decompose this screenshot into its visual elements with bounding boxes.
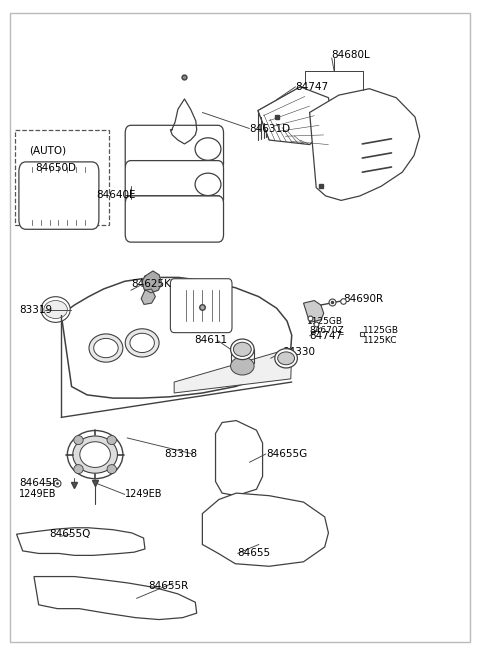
Text: 1249EB: 1249EB: [125, 489, 162, 499]
Text: 84631D: 84631D: [250, 124, 290, 134]
Text: 84670Z: 84670Z: [310, 326, 344, 335]
Text: 83319: 83319: [19, 305, 52, 314]
Text: 84611: 84611: [194, 335, 227, 345]
Text: 84625K: 84625K: [131, 280, 171, 290]
Text: 84655R: 84655R: [148, 580, 189, 591]
Polygon shape: [61, 278, 292, 398]
Text: 1125GB: 1125GB: [363, 326, 399, 335]
Ellipse shape: [41, 297, 70, 322]
Ellipse shape: [67, 430, 123, 479]
Polygon shape: [216, 421, 263, 496]
Polygon shape: [203, 493, 328, 567]
Polygon shape: [310, 88, 420, 200]
Polygon shape: [174, 348, 292, 393]
Ellipse shape: [275, 348, 298, 368]
Polygon shape: [258, 86, 333, 145]
Ellipse shape: [74, 464, 83, 474]
Ellipse shape: [74, 436, 83, 445]
Text: 84655Q: 84655Q: [49, 529, 91, 539]
Polygon shape: [34, 576, 197, 620]
Ellipse shape: [89, 334, 123, 362]
FancyBboxPatch shape: [170, 279, 232, 333]
Text: 1125KC: 1125KC: [363, 336, 398, 345]
Ellipse shape: [44, 301, 67, 318]
FancyBboxPatch shape: [125, 160, 224, 207]
FancyBboxPatch shape: [15, 130, 109, 225]
Text: 84640E: 84640E: [96, 190, 136, 200]
Ellipse shape: [73, 436, 118, 473]
Text: 1249EB: 1249EB: [19, 489, 57, 499]
Ellipse shape: [125, 329, 159, 357]
Ellipse shape: [233, 343, 252, 356]
Text: 84650D: 84650D: [36, 163, 76, 174]
Text: 84690R: 84690R: [344, 293, 384, 304]
Text: 83318: 83318: [165, 449, 198, 459]
FancyBboxPatch shape: [125, 196, 224, 242]
Polygon shape: [142, 271, 162, 293]
Ellipse shape: [230, 339, 254, 360]
Polygon shape: [303, 301, 324, 322]
Text: (AUTO): (AUTO): [29, 145, 66, 155]
FancyBboxPatch shape: [125, 125, 224, 172]
Text: 84645B: 84645B: [19, 478, 59, 488]
Ellipse shape: [107, 464, 117, 474]
Text: 84655: 84655: [238, 548, 271, 559]
Ellipse shape: [94, 339, 118, 358]
Polygon shape: [170, 99, 197, 144]
Ellipse shape: [230, 357, 254, 375]
FancyBboxPatch shape: [19, 162, 99, 229]
Text: 84680L: 84680L: [332, 50, 371, 60]
Text: 84747: 84747: [310, 331, 343, 341]
Ellipse shape: [277, 352, 295, 365]
Text: 84330: 84330: [282, 347, 315, 357]
Polygon shape: [16, 528, 145, 555]
Ellipse shape: [195, 173, 221, 196]
Polygon shape: [141, 289, 156, 305]
Text: 84655G: 84655G: [266, 449, 307, 459]
Ellipse shape: [80, 441, 110, 468]
Ellipse shape: [107, 436, 117, 445]
Text: 84747: 84747: [296, 82, 329, 92]
Ellipse shape: [195, 138, 221, 160]
Ellipse shape: [130, 333, 155, 352]
Text: 1125GB: 1125GB: [307, 316, 343, 326]
